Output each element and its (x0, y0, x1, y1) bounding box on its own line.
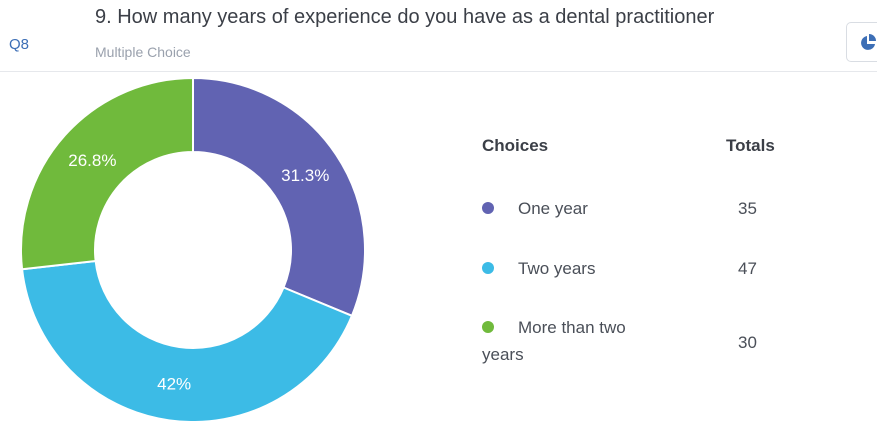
donut-chart: 31.3% 42% 26.8% (20, 76, 366, 421)
chart-type-button[interactable] (846, 22, 877, 62)
legend-total: 30 (738, 333, 757, 352)
slice-two-years[interactable] (20, 259, 354, 421)
legend-choices-header: Choices (482, 136, 549, 155)
legend-label: More than two years (482, 318, 626, 364)
slice-one-year[interactable] (192, 76, 366, 318)
legend-total: 47 (738, 259, 757, 278)
slice-label: 26.8% (68, 151, 116, 170)
question-header: Q8 9. How many years of experience do yo… (0, 0, 877, 72)
pie-chart-icon (861, 34, 876, 50)
slice-label: 42% (157, 375, 191, 394)
legend-color-dot (482, 202, 494, 214)
legend-totals-header: Totals (726, 136, 775, 155)
slice-more-than-two-years[interactable] (20, 76, 194, 271)
legend-color-dot (482, 262, 494, 274)
legend-color-dot (482, 321, 494, 333)
question-number: Q8 (9, 36, 30, 53)
question-title: 9. How many years of experience do you h… (95, 6, 715, 28)
question-type: Multiple Choice (95, 44, 191, 60)
slice-label: 31.3% (281, 166, 329, 185)
legend-total: 35 (738, 199, 757, 218)
legend-label: One year (518, 199, 588, 218)
legend-label: Two years (518, 259, 596, 278)
